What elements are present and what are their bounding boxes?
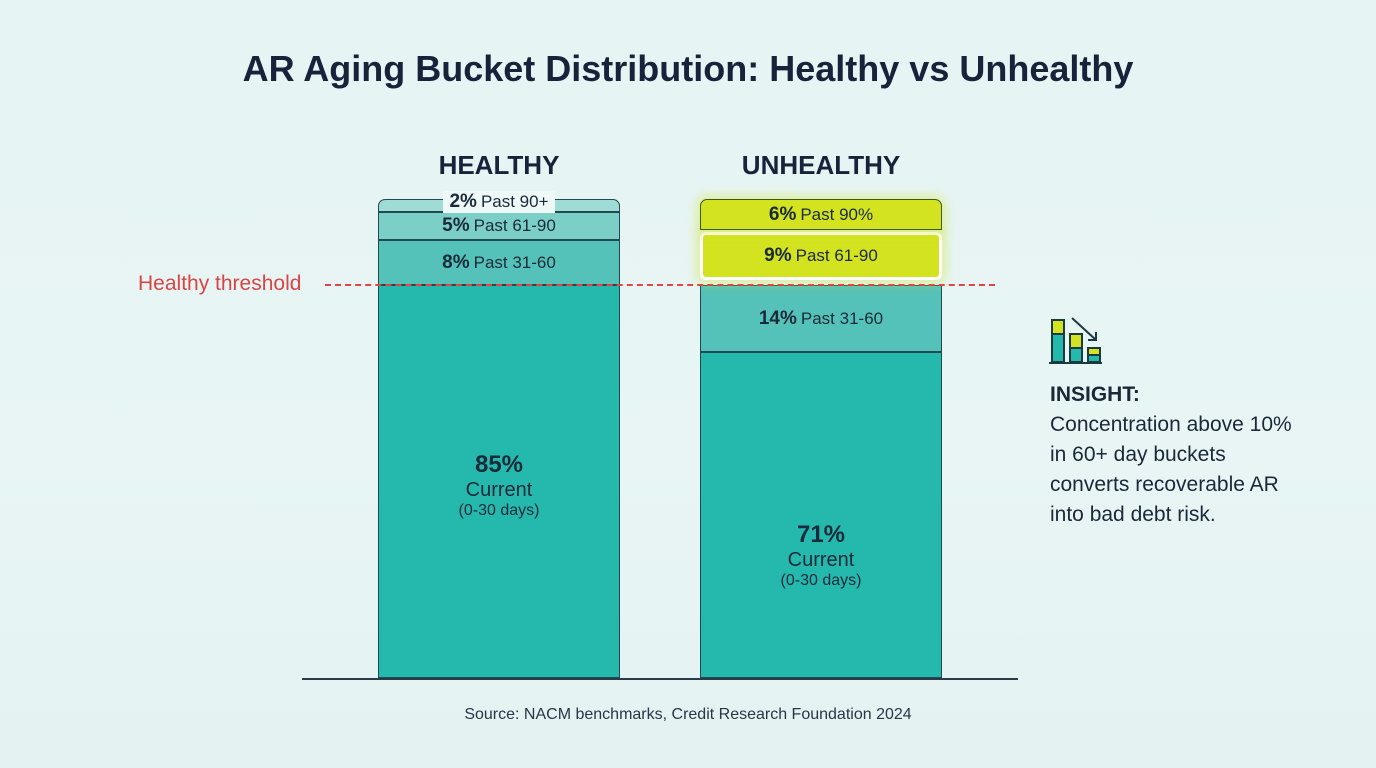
- bar-chart-decline-icon: [1048, 316, 1104, 371]
- category-label-unhealthy: UNHEALTHY: [741, 150, 901, 180]
- segment-value: 71%: [796, 520, 846, 548]
- bar-segment-unhealthy-current: 71% Current (0-30 days): [700, 352, 942, 678]
- segment-value: 8%: [442, 251, 470, 273]
- bar-segment-unhealthy-past-61-90: 9% Past 61-90: [700, 232, 942, 280]
- segment-value: 6%: [768, 203, 797, 225]
- bar-segment-healthy-past-61-90: 5% Past 61-90: [378, 212, 620, 240]
- bar-segment-healthy-current: 85% Current (0-30 days): [378, 285, 620, 678]
- healthy-threshold-label: Healthy threshold: [138, 272, 302, 295]
- segment-value: 5%: [442, 215, 470, 236]
- category-label-healthy: HEALTHY: [438, 150, 560, 180]
- insight-title: INSIGHT:: [1050, 383, 1140, 406]
- bar-segment-unhealthy-past-31-60: 14% Past 31-60: [700, 285, 942, 352]
- segment-value: 9%: [764, 245, 792, 266]
- segment-name: Past 90+: [480, 191, 549, 211]
- segment-name: Past 61-90: [795, 246, 878, 265]
- segment-name: Past 61-90: [473, 216, 556, 235]
- segment-name: Past 31-60: [473, 252, 556, 272]
- bar-segment-healthy-past-90-: 2% Past 90+: [378, 190, 620, 213]
- insight-text: Concentration above 10% in 60+ day bucke…: [1050, 413, 1292, 526]
- insight-panel: INSIGHT: Concentration above 10% in 60+ …: [1050, 380, 1310, 530]
- source-note: Source: NACM benchmarks, Credit Research…: [464, 706, 912, 723]
- segment-value: 2%: [449, 190, 477, 212]
- segment-name: Current: [787, 548, 855, 571]
- segment-name: Current: [465, 479, 533, 501]
- bar-segment-healthy-past-31-60: 8% Past 31-60: [378, 240, 620, 285]
- x-axis-baseline: [302, 678, 1018, 680]
- segment-name: Past 90%: [800, 204, 874, 224]
- segment-range: (0-30 days): [458, 502, 540, 519]
- segment-name: Past 31-60: [800, 308, 884, 328]
- segment-value: 85%: [474, 451, 524, 478]
- healthy-threshold-line: [325, 284, 995, 286]
- segment-range: (0-30 days): [780, 571, 862, 589]
- segment-value: 14%: [758, 307, 797, 329]
- bar-segment-unhealthy-past-90-: 6% Past 90%: [700, 199, 942, 230]
- chart-title: AR Aging Bucket Distribution: Healthy vs…: [242, 48, 1134, 89]
